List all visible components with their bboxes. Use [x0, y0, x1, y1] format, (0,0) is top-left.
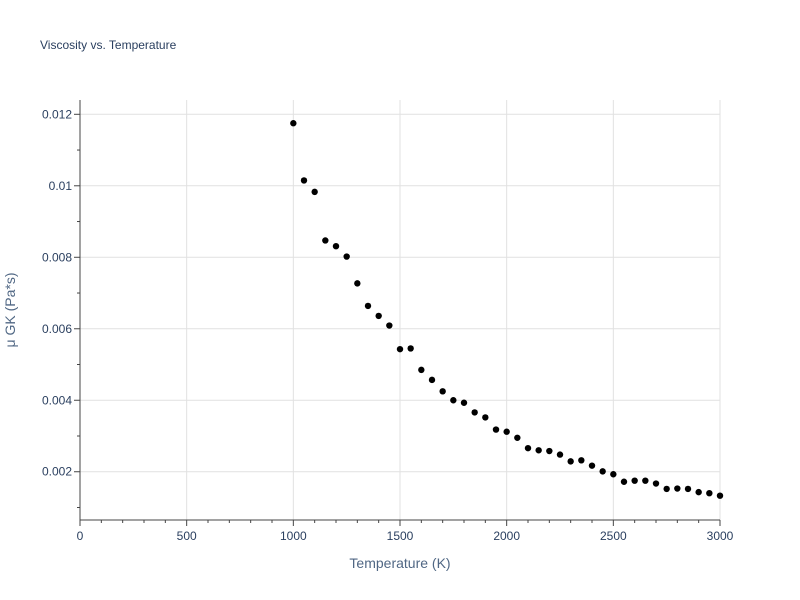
data-point[interactable] — [354, 280, 361, 287]
data-point[interactable] — [364, 302, 372, 310]
y-tick-label: 0.006 — [42, 322, 72, 336]
data-point[interactable] — [322, 237, 329, 244]
data-point[interactable] — [599, 468, 606, 475]
data-point[interactable] — [578, 457, 585, 464]
data-points[interactable] — [290, 120, 724, 499]
y-tick-label: 0.012 — [42, 107, 72, 121]
y-axis-title: μ GK (Pa*s) — [2, 273, 18, 348]
x-tick-label: 2500 — [600, 529, 627, 543]
x-tick-label: 0 — [77, 529, 84, 543]
y-tick-label: 0.008 — [42, 250, 72, 264]
data-point[interactable] — [311, 188, 318, 196]
data-point[interactable] — [407, 345, 414, 352]
data-point[interactable] — [546, 447, 553, 455]
data-point[interactable] — [514, 434, 521, 441]
data-point[interactable] — [290, 120, 297, 127]
data-point[interactable] — [332, 242, 340, 250]
data-point[interactable] — [300, 177, 308, 184]
data-point[interactable] — [695, 488, 702, 496]
x-tick-label: 1500 — [387, 529, 414, 543]
data-point[interactable] — [674, 485, 681, 492]
y-tick-label: 0.002 — [42, 465, 72, 479]
x-tick-label: 1000 — [280, 529, 307, 543]
x-tick-label: 2000 — [493, 529, 520, 543]
data-point[interactable] — [706, 489, 713, 497]
data-point[interactable] — [652, 480, 660, 487]
data-point[interactable] — [343, 253, 350, 260]
data-point[interactable] — [386, 322, 393, 329]
data-point[interactable] — [450, 397, 457, 404]
y-axis-ticks: 0.002 0.004 0.006 0.008 0.01 0.012 — [42, 107, 80, 508]
data-point[interactable] — [556, 451, 564, 458]
data-point[interactable] — [482, 414, 489, 421]
data-point[interactable] — [716, 492, 724, 499]
data-point[interactable] — [460, 399, 468, 406]
data-point[interactable] — [663, 485, 670, 493]
data-point[interactable] — [418, 366, 425, 374]
x-axis-title: Temperature (K) — [349, 555, 450, 571]
data-point[interactable] — [535, 447, 542, 454]
y-tick-label: 0.004 — [42, 393, 72, 407]
data-point[interactable] — [631, 477, 638, 484]
x-tick-label: 3000 — [707, 529, 734, 543]
x-axis-ticks: 0 500 1000 1500 2000 2500 3000 — [77, 520, 734, 543]
data-point[interactable] — [492, 426, 500, 433]
data-point[interactable] — [471, 409, 478, 416]
grid-lines — [80, 100, 721, 520]
y-tick-label: 0.01 — [49, 179, 73, 193]
data-point[interactable] — [428, 376, 436, 384]
data-point[interactable] — [375, 312, 382, 320]
data-point[interactable] — [588, 462, 596, 469]
data-point[interactable] — [642, 477, 649, 484]
chart-title: Viscosity vs. Temperature — [40, 38, 177, 52]
data-point[interactable] — [503, 428, 510, 435]
data-point[interactable] — [610, 471, 617, 478]
data-point[interactable] — [684, 485, 692, 493]
x-tick-label: 500 — [177, 529, 197, 543]
data-point[interactable] — [524, 444, 532, 452]
data-point[interactable] — [620, 478, 628, 485]
data-point[interactable] — [567, 458, 574, 465]
data-point[interactable] — [439, 388, 446, 395]
data-point[interactable] — [396, 345, 404, 353]
